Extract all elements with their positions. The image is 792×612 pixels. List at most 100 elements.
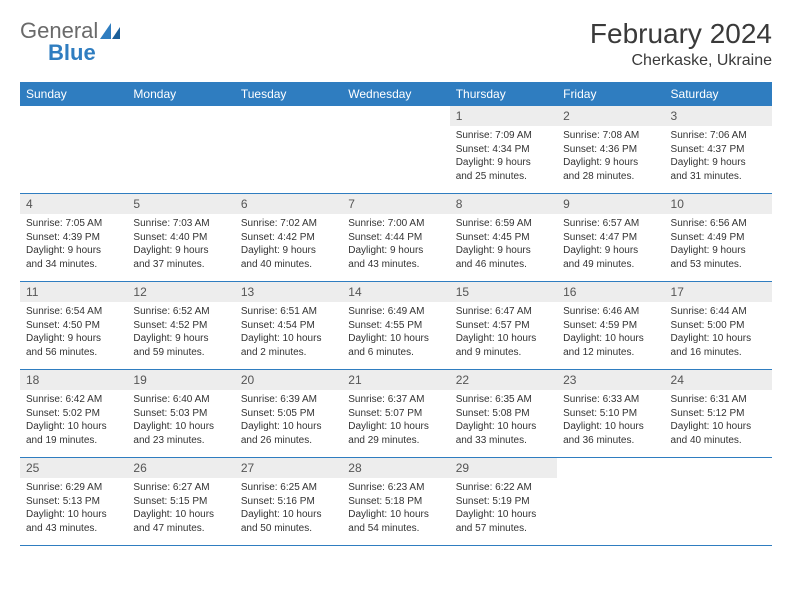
location-label: Cherkaske, Ukraine	[590, 52, 772, 70]
daylight-line-1: Daylight: 10 hours	[241, 420, 336, 434]
calendar-week-row: 11Sunrise: 6:54 AMSunset: 4:50 PMDayligh…	[20, 282, 772, 370]
daylight-line-1: Daylight: 10 hours	[456, 420, 551, 434]
daylight-line-2: and 28 minutes.	[563, 170, 658, 184]
daylight-line-1: Daylight: 9 hours	[563, 244, 658, 258]
month-title: February 2024	[590, 18, 772, 50]
day-details: Sunrise: 6:59 AMSunset: 4:45 PMDaylight:…	[450, 214, 557, 275]
day-details: Sunrise: 6:52 AMSunset: 4:52 PMDaylight:…	[127, 302, 234, 363]
day-details: Sunrise: 7:00 AMSunset: 4:44 PMDaylight:…	[342, 214, 449, 275]
sunset-line: Sunset: 5:18 PM	[348, 495, 443, 509]
calendar-day-cell: ..	[665, 458, 772, 546]
daylight-line-1: Daylight: 9 hours	[133, 244, 228, 258]
sunrise-line: Sunrise: 6:59 AM	[456, 217, 551, 231]
sunset-line: Sunset: 5:00 PM	[671, 319, 766, 333]
calendar-day-cell: 25Sunrise: 6:29 AMSunset: 5:13 PMDayligh…	[20, 458, 127, 546]
calendar-day-cell: 27Sunrise: 6:25 AMSunset: 5:16 PMDayligh…	[235, 458, 342, 546]
sunrise-line: Sunrise: 6:44 AM	[671, 305, 766, 319]
daylight-line-1: Daylight: 9 hours	[348, 244, 443, 258]
day-number: 10	[665, 194, 772, 214]
sunrise-line: Sunrise: 6:25 AM	[241, 481, 336, 495]
sunrise-line: Sunrise: 6:31 AM	[671, 393, 766, 407]
calendar-day-cell: 3Sunrise: 7:06 AMSunset: 4:37 PMDaylight…	[665, 106, 772, 194]
day-number: 21	[342, 370, 449, 390]
calendar-day-cell: 5Sunrise: 7:03 AMSunset: 4:40 PMDaylight…	[127, 194, 234, 282]
sunset-line: Sunset: 4:59 PM	[563, 319, 658, 333]
daylight-line-2: and 43 minutes.	[348, 258, 443, 272]
day-details: Sunrise: 6:40 AMSunset: 5:03 PMDaylight:…	[127, 390, 234, 451]
daylight-line-2: and 50 minutes.	[241, 522, 336, 536]
sunrise-line: Sunrise: 7:02 AM	[241, 217, 336, 231]
day-details: Sunrise: 6:49 AMSunset: 4:55 PMDaylight:…	[342, 302, 449, 363]
day-details: Sunrise: 6:37 AMSunset: 5:07 PMDaylight:…	[342, 390, 449, 451]
calendar-day-cell: 23Sunrise: 6:33 AMSunset: 5:10 PMDayligh…	[557, 370, 664, 458]
day-number: 14	[342, 282, 449, 302]
weekday-row: SundayMondayTuesdayWednesdayThursdayFrid…	[20, 83, 772, 106]
day-number: 2	[557, 106, 664, 126]
sunrise-line: Sunrise: 6:57 AM	[563, 217, 658, 231]
day-number: 5	[127, 194, 234, 214]
calendar-day-cell: 14Sunrise: 6:49 AMSunset: 4:55 PMDayligh…	[342, 282, 449, 370]
day-details: Sunrise: 7:08 AMSunset: 4:36 PMDaylight:…	[557, 126, 664, 187]
weekday-header: Tuesday	[235, 83, 342, 106]
sunrise-line: Sunrise: 6:42 AM	[26, 393, 121, 407]
daylight-line-2: and 26 minutes.	[241, 434, 336, 448]
day-number: 27	[235, 458, 342, 478]
sunset-line: Sunset: 4:40 PM	[133, 231, 228, 245]
day-number: 29	[450, 458, 557, 478]
day-number: 20	[235, 370, 342, 390]
day-details: Sunrise: 6:23 AMSunset: 5:18 PMDaylight:…	[342, 478, 449, 539]
day-number: 19	[127, 370, 234, 390]
day-number: 23	[557, 370, 664, 390]
daylight-line-2: and 49 minutes.	[563, 258, 658, 272]
day-number: 7	[342, 194, 449, 214]
sunrise-line: Sunrise: 6:23 AM	[348, 481, 443, 495]
calendar-day-cell: 21Sunrise: 6:37 AMSunset: 5:07 PMDayligh…	[342, 370, 449, 458]
sunset-line: Sunset: 4:49 PM	[671, 231, 766, 245]
daylight-line-1: Daylight: 10 hours	[348, 420, 443, 434]
sunset-line: Sunset: 5:08 PM	[456, 407, 551, 421]
day-details: Sunrise: 7:06 AMSunset: 4:37 PMDaylight:…	[665, 126, 772, 187]
day-details: Sunrise: 6:44 AMSunset: 5:00 PMDaylight:…	[665, 302, 772, 363]
day-details: Sunrise: 6:27 AMSunset: 5:15 PMDaylight:…	[127, 478, 234, 539]
day-details: Sunrise: 6:25 AMSunset: 5:16 PMDaylight:…	[235, 478, 342, 539]
calendar-day-cell: ..	[127, 106, 234, 194]
brand-text-2: Blue	[48, 40, 96, 65]
calendar-week-row: ........1Sunrise: 7:09 AMSunset: 4:34 PM…	[20, 106, 772, 194]
daylight-line-1: Daylight: 10 hours	[456, 508, 551, 522]
calendar-day-cell: 29Sunrise: 6:22 AMSunset: 5:19 PMDayligh…	[450, 458, 557, 546]
daylight-line-1: Daylight: 9 hours	[26, 332, 121, 346]
calendar-day-cell: 2Sunrise: 7:08 AMSunset: 4:36 PMDaylight…	[557, 106, 664, 194]
calendar-day-cell: 10Sunrise: 6:56 AMSunset: 4:49 PMDayligh…	[665, 194, 772, 282]
sunrise-line: Sunrise: 7:06 AM	[671, 129, 766, 143]
calendar-body: ........1Sunrise: 7:09 AMSunset: 4:34 PM…	[20, 106, 772, 546]
day-number: 28	[342, 458, 449, 478]
daylight-line-2: and 9 minutes.	[456, 346, 551, 360]
sunrise-line: Sunrise: 6:46 AM	[563, 305, 658, 319]
brand-blue-wrap: Blue	[20, 40, 96, 66]
day-details: Sunrise: 6:54 AMSunset: 4:50 PMDaylight:…	[20, 302, 127, 363]
day-details: Sunrise: 6:56 AMSunset: 4:49 PMDaylight:…	[665, 214, 772, 275]
day-details: Sunrise: 7:02 AMSunset: 4:42 PMDaylight:…	[235, 214, 342, 275]
sunrise-line: Sunrise: 6:49 AM	[348, 305, 443, 319]
daylight-line-2: and 34 minutes.	[26, 258, 121, 272]
daylight-line-1: Daylight: 10 hours	[133, 508, 228, 522]
sunset-line: Sunset: 4:50 PM	[26, 319, 121, 333]
weekday-header: Wednesday	[342, 83, 449, 106]
daylight-line-1: Daylight: 10 hours	[563, 420, 658, 434]
sunrise-line: Sunrise: 6:56 AM	[671, 217, 766, 231]
sunset-line: Sunset: 4:44 PM	[348, 231, 443, 245]
title-block: February 2024 Cherkaske, Ukraine	[590, 18, 772, 70]
daylight-line-2: and 40 minutes.	[671, 434, 766, 448]
daylight-line-2: and 31 minutes.	[671, 170, 766, 184]
day-number: 17	[665, 282, 772, 302]
calendar-day-cell: ..	[235, 106, 342, 194]
day-details: Sunrise: 6:35 AMSunset: 5:08 PMDaylight:…	[450, 390, 557, 451]
calendar-day-cell: 4Sunrise: 7:05 AMSunset: 4:39 PMDaylight…	[20, 194, 127, 282]
day-details: Sunrise: 7:05 AMSunset: 4:39 PMDaylight:…	[20, 214, 127, 275]
daylight-line-1: Daylight: 10 hours	[348, 508, 443, 522]
header: General February 2024 Cherkaske, Ukraine	[20, 18, 772, 70]
daylight-line-2: and 46 minutes.	[456, 258, 551, 272]
daylight-line-2: and 36 minutes.	[563, 434, 658, 448]
sunrise-line: Sunrise: 6:33 AM	[563, 393, 658, 407]
day-details: Sunrise: 6:39 AMSunset: 5:05 PMDaylight:…	[235, 390, 342, 451]
